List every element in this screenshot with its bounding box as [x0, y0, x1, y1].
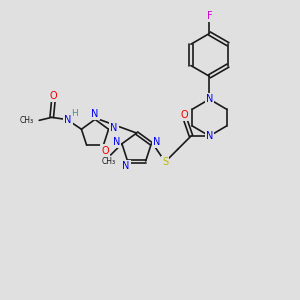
Text: O: O: [101, 146, 109, 155]
Text: O: O: [180, 110, 188, 120]
Text: CH₃: CH₃: [20, 116, 34, 125]
Text: F: F: [207, 11, 212, 21]
Text: N: N: [206, 94, 213, 104]
Text: N: N: [110, 123, 118, 133]
Text: N: N: [113, 137, 120, 147]
Text: S: S: [162, 157, 168, 167]
Text: N: N: [122, 161, 130, 171]
Text: H: H: [71, 109, 78, 118]
Text: N: N: [153, 137, 160, 147]
Text: CH₃: CH₃: [102, 157, 116, 166]
Text: N: N: [91, 109, 99, 119]
Text: O: O: [50, 91, 57, 101]
Text: N: N: [206, 131, 213, 141]
Text: N: N: [64, 115, 72, 125]
